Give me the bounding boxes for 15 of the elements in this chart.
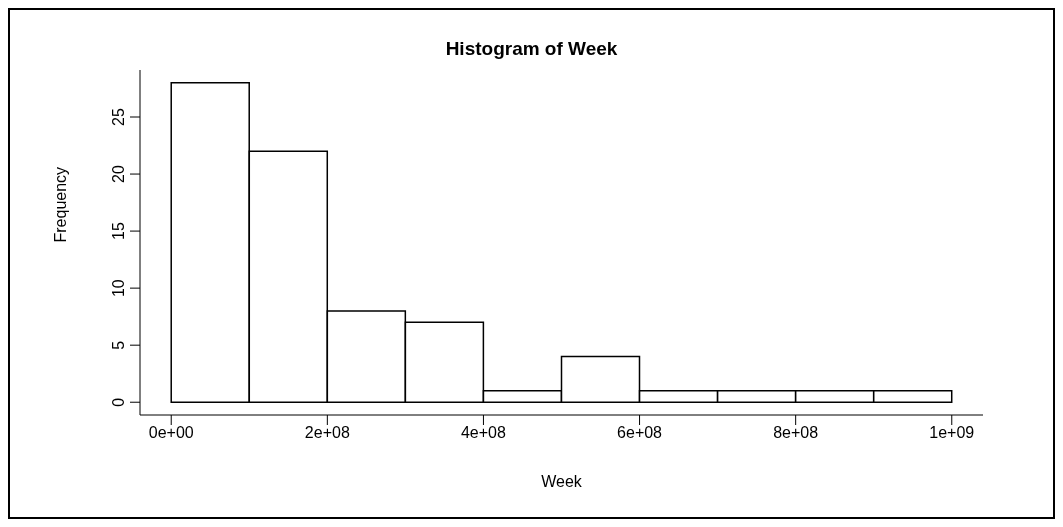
y-tick-label: 5 <box>110 340 127 350</box>
y-tick-label: 25 <box>110 108 127 126</box>
y-tick-label: 20 <box>110 165 127 183</box>
x-tick-label: 1e+09 <box>929 424 975 442</box>
x-tick-label: 4e+08 <box>460 424 507 442</box>
x-tick-label: 8e+08 <box>773 424 819 442</box>
x-axis-title: Week <box>541 473 583 490</box>
y-axis-title: Frequency <box>51 166 69 243</box>
x-tick-label: 2e+08 <box>304 424 350 442</box>
x-tick-label: 0e+00 <box>148 424 194 442</box>
x-tick-label: 6e+08 <box>617 424 663 442</box>
y-tick-label: 10 <box>110 279 127 298</box>
y-tick-label: 0 <box>110 397 127 407</box>
chart-title: Histogram of Week <box>444 38 619 60</box>
y-tick-label: 15 <box>110 222 127 240</box>
